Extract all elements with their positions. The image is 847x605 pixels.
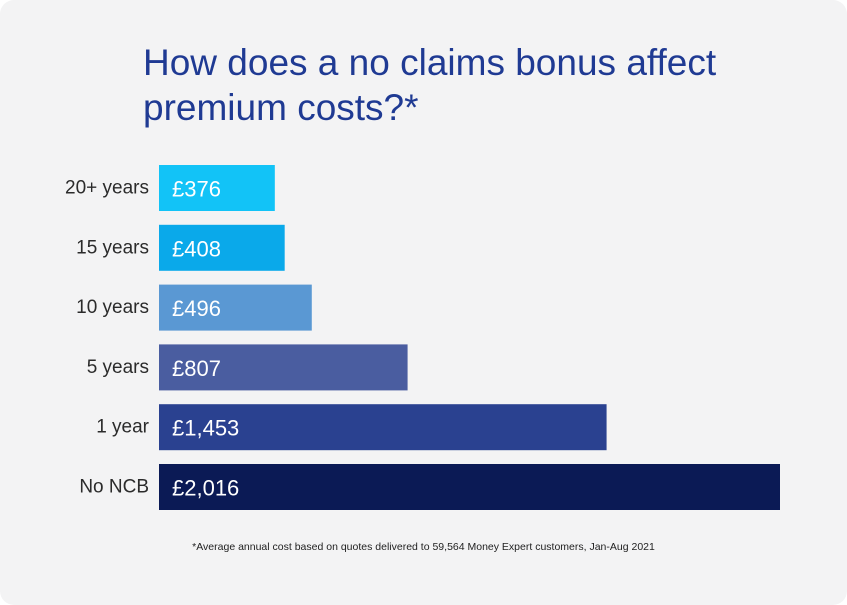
bar-6 xyxy=(159,464,780,510)
bar-4 xyxy=(159,344,408,391)
chart-title: How does a no claims bonus affect premiu… xyxy=(143,42,717,128)
bar-2 xyxy=(159,224,285,271)
value-label: £376 xyxy=(172,177,221,202)
category-label: 10 years xyxy=(76,297,149,318)
category-label: 5 years xyxy=(87,357,149,378)
category-label: 20+ years xyxy=(65,178,149,199)
category-label: 1 year xyxy=(96,417,149,438)
category-label: No NCB xyxy=(79,477,149,498)
value-label: £1,453 xyxy=(172,416,239,441)
bar-5 xyxy=(159,404,607,451)
value-label: £2,016 xyxy=(172,476,239,501)
value-label: £807 xyxy=(172,356,221,381)
footnote: *Average annual cost based on quotes del… xyxy=(192,541,655,553)
value-label: £408 xyxy=(172,236,221,261)
bar-3 xyxy=(159,284,312,331)
category-label: 15 years xyxy=(76,237,149,258)
value-label: £496 xyxy=(172,296,221,321)
bar-1 xyxy=(159,165,275,211)
